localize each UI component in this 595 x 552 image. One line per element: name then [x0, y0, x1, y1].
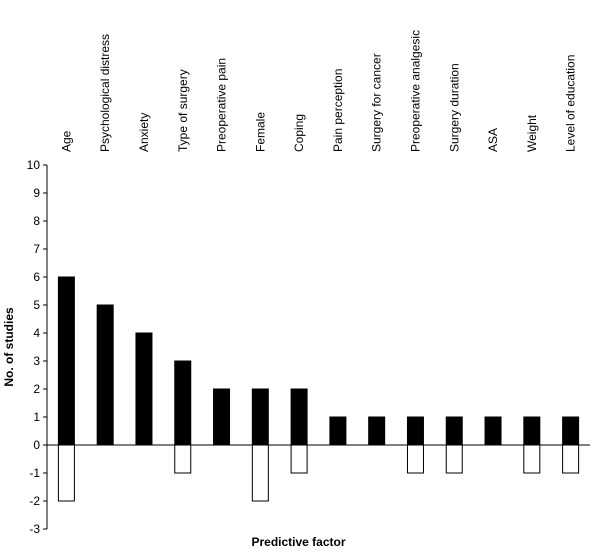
positive-bar-1 — [57, 276, 75, 446]
category-label: Age — [59, 130, 73, 152]
negative-bar-14 — [562, 444, 580, 474]
category-label: Weight — [525, 114, 539, 152]
positive-bar-12 — [484, 416, 502, 446]
positive-bar-6 — [251, 388, 269, 446]
positive-bar-2 — [96, 304, 114, 446]
y-tick-label: 2 — [33, 382, 40, 396]
negative-bar-10 — [406, 444, 424, 474]
negative-bar-13 — [523, 444, 541, 474]
category-label: Anxiety — [137, 113, 151, 152]
positive-bar-7 — [290, 388, 308, 446]
negative-bar-4 — [174, 444, 192, 474]
y-tick-label: 1 — [33, 410, 40, 424]
x-axis-title: Predictive factor — [251, 535, 345, 549]
y-tick-label: 6 — [33, 270, 40, 284]
y-tick-label: 9 — [33, 186, 40, 200]
positive-bar-10 — [406, 416, 424, 446]
category-label: Level of education — [564, 55, 578, 152]
negative-bar-11 — [445, 444, 463, 474]
category-label: Preoperative analgesic — [408, 30, 422, 152]
positive-bar-4 — [174, 360, 192, 446]
y-tick-label: 7 — [33, 242, 40, 256]
positive-bar-13 — [523, 416, 541, 446]
positive-bar-11 — [445, 416, 463, 446]
positive-bar-3 — [135, 332, 153, 446]
y-tick-label: 3 — [33, 354, 40, 368]
y-axis: -3 -2 -1 0 1 2 3 4 5 6 7 8 9 10 — [27, 158, 48, 536]
y-axis-title: No. of studies — [2, 307, 16, 387]
y-tick-label: 8 — [33, 214, 40, 228]
category-label: Type of surgery — [176, 69, 190, 152]
y-tick-label: 5 — [33, 298, 40, 312]
positive-bar-8 — [329, 416, 347, 446]
negative-bar-1 — [57, 444, 75, 502]
category-label: Preoperative pain — [215, 58, 229, 152]
category-label: Surgery for cancer — [370, 53, 384, 152]
category-label: Psychological distress — [98, 34, 112, 152]
category-label: Surgery duration — [447, 63, 461, 152]
positive-bar-5 — [213, 388, 231, 446]
y-tick-label: -3 — [29, 522, 40, 536]
negative-bar-7 — [290, 444, 308, 474]
category-label: Pain perception — [331, 69, 345, 152]
y-tick-label: 0 — [33, 438, 40, 452]
category-labels: Age Psychological distress Anxiety Type of … — [59, 30, 577, 152]
y-tick-label: -1 — [29, 466, 40, 480]
y-tick-label: 4 — [33, 326, 40, 340]
y-tick-label: 10 — [27, 158, 41, 172]
category-label: Female — [253, 112, 267, 152]
positive-bar-9 — [368, 416, 386, 446]
category-label: ASA — [486, 128, 500, 152]
y-tick-label: -2 — [29, 494, 40, 508]
category-label: Coping — [292, 114, 306, 152]
negative-bar-6 — [251, 444, 269, 502]
positive-bar-14 — [562, 416, 580, 446]
bars — [57, 276, 580, 502]
